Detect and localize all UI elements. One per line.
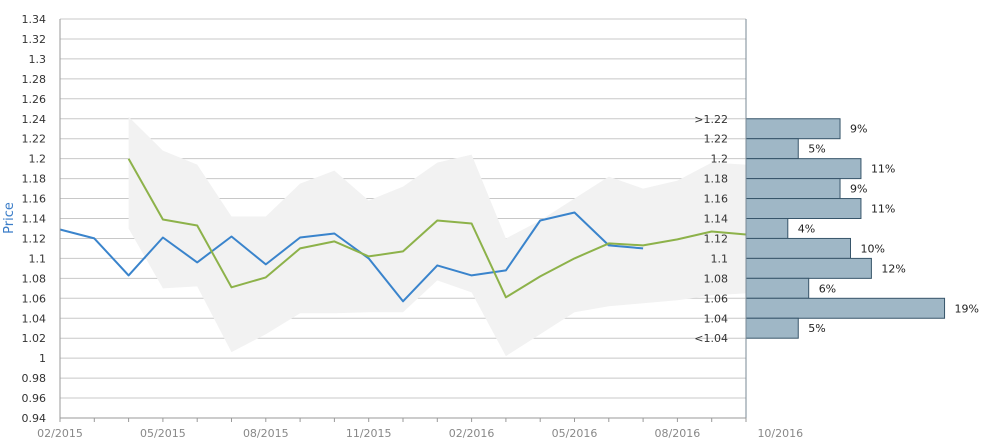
y-tick-label: 1.34	[22, 13, 47, 26]
y-tick-label: 1.16	[22, 193, 47, 206]
y-tick-label: 1.12	[22, 232, 47, 245]
histogram-percent-label: 4%	[798, 222, 815, 235]
histogram-bar	[745, 297, 946, 319]
histogram-bar	[745, 178, 841, 200]
histogram-bar	[745, 257, 872, 279]
y-tick-label: 1	[39, 352, 46, 365]
forecast-band-area	[128, 116, 747, 357]
histogram-bar	[745, 277, 810, 299]
y-tick-label: 1.3	[29, 53, 47, 66]
series-line-1	[59, 211, 644, 303]
y-tick-label: 1.18	[22, 173, 47, 186]
histogram-bin-label: 1.2	[711, 153, 729, 166]
histogram-percent-label: 5%	[808, 143, 825, 156]
histogram-bin-label: >1.22	[694, 113, 728, 126]
y-axis-label: Price	[2, 202, 17, 234]
histogram-bin-label: 1.1	[711, 252, 729, 265]
histogram-percent-label: 9%	[850, 123, 867, 136]
y-tick-label: 1.28	[22, 73, 47, 86]
histogram-bar	[745, 118, 841, 140]
x-tick-label: 08/2016	[655, 427, 701, 440]
histogram-bar	[745, 198, 862, 220]
forecast-band	[128, 116, 747, 357]
histogram-percent-label: 6%	[819, 282, 836, 295]
x-tick-label: 05/2015	[140, 427, 186, 440]
histogram-bar	[745, 317, 799, 339]
histogram-bin-label: 1.14	[704, 213, 729, 226]
x-tick-label: 10/2016	[757, 427, 803, 440]
y-tick-label: 1.24	[22, 113, 47, 126]
histogram-bin-label: <1.04	[694, 332, 728, 345]
histogram-percent-label: 12%	[881, 262, 905, 275]
histogram-percent-label: 10%	[861, 242, 885, 255]
y-tick-label: 0.96	[22, 392, 47, 405]
histogram-bar	[745, 158, 862, 180]
series-line-2	[127, 158, 747, 299]
x-tick-label: 02/2016	[449, 427, 495, 440]
x-tick-label: 05/2016	[552, 427, 598, 440]
y-tick-label: 1.06	[22, 292, 47, 305]
x-tick-label: 08/2015	[243, 427, 289, 440]
y-tick-label: 1.2	[29, 153, 47, 166]
histogram-percent-label: 11%	[871, 163, 895, 176]
histogram-bar	[745, 237, 851, 259]
histogram-bin-label: 1.16	[704, 193, 729, 206]
histogram-bin-label: 1.04	[704, 312, 729, 325]
x-tick-label: 02/2015	[37, 427, 83, 440]
y-tick-label: 1.32	[22, 33, 47, 46]
y-tick-label: 1.04	[22, 312, 47, 325]
histogram-bin-label: 1.12	[704, 232, 729, 245]
y-tick-label: 0.94	[22, 412, 47, 425]
histogram-bar	[745, 218, 789, 239]
y-tick-label: 1.08	[22, 272, 47, 285]
histogram-bin-label: 1.08	[704, 272, 729, 285]
histogram-percent-label: 9%	[850, 183, 867, 196]
histogram-bar	[745, 138, 799, 160]
y-tick-label: 1.14	[22, 213, 47, 226]
x-tick-label: 11/2015	[346, 427, 392, 440]
histogram-bin-label: 1.06	[704, 292, 729, 305]
y-tick-label: 1.02	[22, 332, 47, 345]
y-tick-label: 1.1	[29, 252, 47, 265]
histogram-bin-label: 1.22	[704, 133, 729, 146]
histogram-percent-label: 11%	[871, 203, 895, 216]
y-tick-label: 1.26	[22, 93, 47, 106]
y-tick-label: 0.98	[22, 372, 47, 385]
y-tick-label: 1.22	[22, 133, 47, 146]
histogram-bin-label: 1.18	[704, 173, 729, 186]
histogram-percent-label: 5%	[808, 322, 825, 335]
histogram-percent-label: 19%	[955, 302, 979, 315]
axes: 0.94 0.96 0.98 1 1.02 1.04 1.06 1.08 1.1 1.12 1.14…	[22, 13, 804, 440]
series-lines	[59, 158, 747, 303]
